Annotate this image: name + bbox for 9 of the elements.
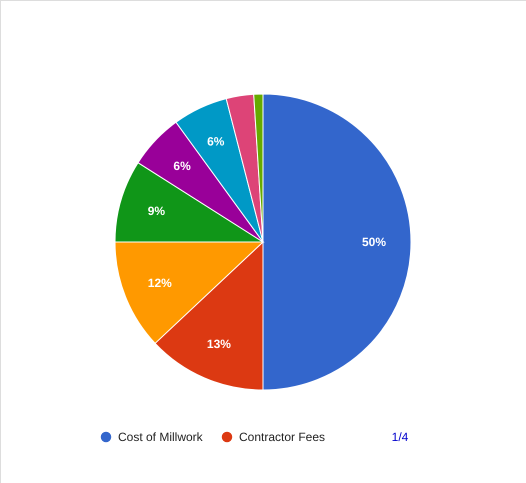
legend-label: Contractor Fees	[239, 430, 326, 444]
data-label: 6%	[173, 159, 192, 174]
legend-label: Cost of Millwork	[118, 430, 204, 444]
data-label: 9%	[148, 204, 166, 218]
data-label: 13%	[206, 336, 232, 351]
data-label: 6%	[207, 134, 225, 149]
data-label: 50%	[362, 235, 386, 249]
text: 1/4	[392, 430, 409, 444]
data-label: 12%	[148, 276, 172, 290]
